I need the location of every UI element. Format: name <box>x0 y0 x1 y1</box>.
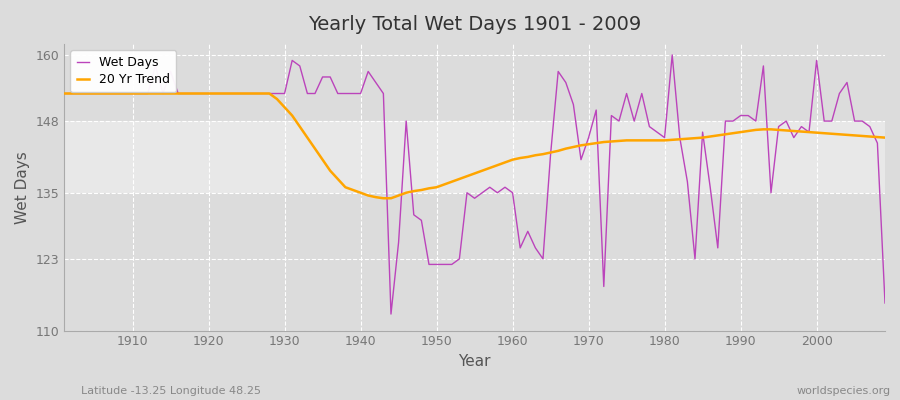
Wet Days <box>385 312 396 316</box>
20 Yr Trend <box>378 196 389 201</box>
Y-axis label: Wet Days: Wet Days <box>15 151 30 224</box>
20 Yr Trend <box>515 156 526 160</box>
Bar <box>64 121 885 193</box>
Wet Days <box>515 246 526 250</box>
Text: Latitude -13.25 Longitude 48.25: Latitude -13.25 Longitude 48.25 <box>81 386 261 396</box>
20 Yr Trend <box>508 157 518 162</box>
Wet Days <box>332 91 343 96</box>
Wet Days <box>120 91 130 96</box>
Text: worldspecies.org: worldspecies.org <box>796 386 891 396</box>
X-axis label: Year: Year <box>458 354 491 369</box>
20 Yr Trend <box>287 113 298 118</box>
Wet Days <box>287 58 298 63</box>
20 Yr Trend <box>332 176 343 181</box>
Line: 20 Yr Trend: 20 Yr Trend <box>64 94 885 198</box>
Wet Days <box>58 91 69 96</box>
Title: Yearly Total Wet Days 1901 - 2009: Yearly Total Wet Days 1901 - 2009 <box>308 15 641 34</box>
Wet Days <box>508 190 518 195</box>
Wet Days <box>879 301 890 306</box>
20 Yr Trend <box>120 91 130 96</box>
Wet Days <box>667 52 678 57</box>
Line: Wet Days: Wet Days <box>64 55 885 314</box>
20 Yr Trend <box>879 135 890 140</box>
Legend: Wet Days, 20 Yr Trend: Wet Days, 20 Yr Trend <box>70 50 176 92</box>
20 Yr Trend <box>58 91 69 96</box>
20 Yr Trend <box>606 139 616 144</box>
Wet Days <box>606 113 616 118</box>
